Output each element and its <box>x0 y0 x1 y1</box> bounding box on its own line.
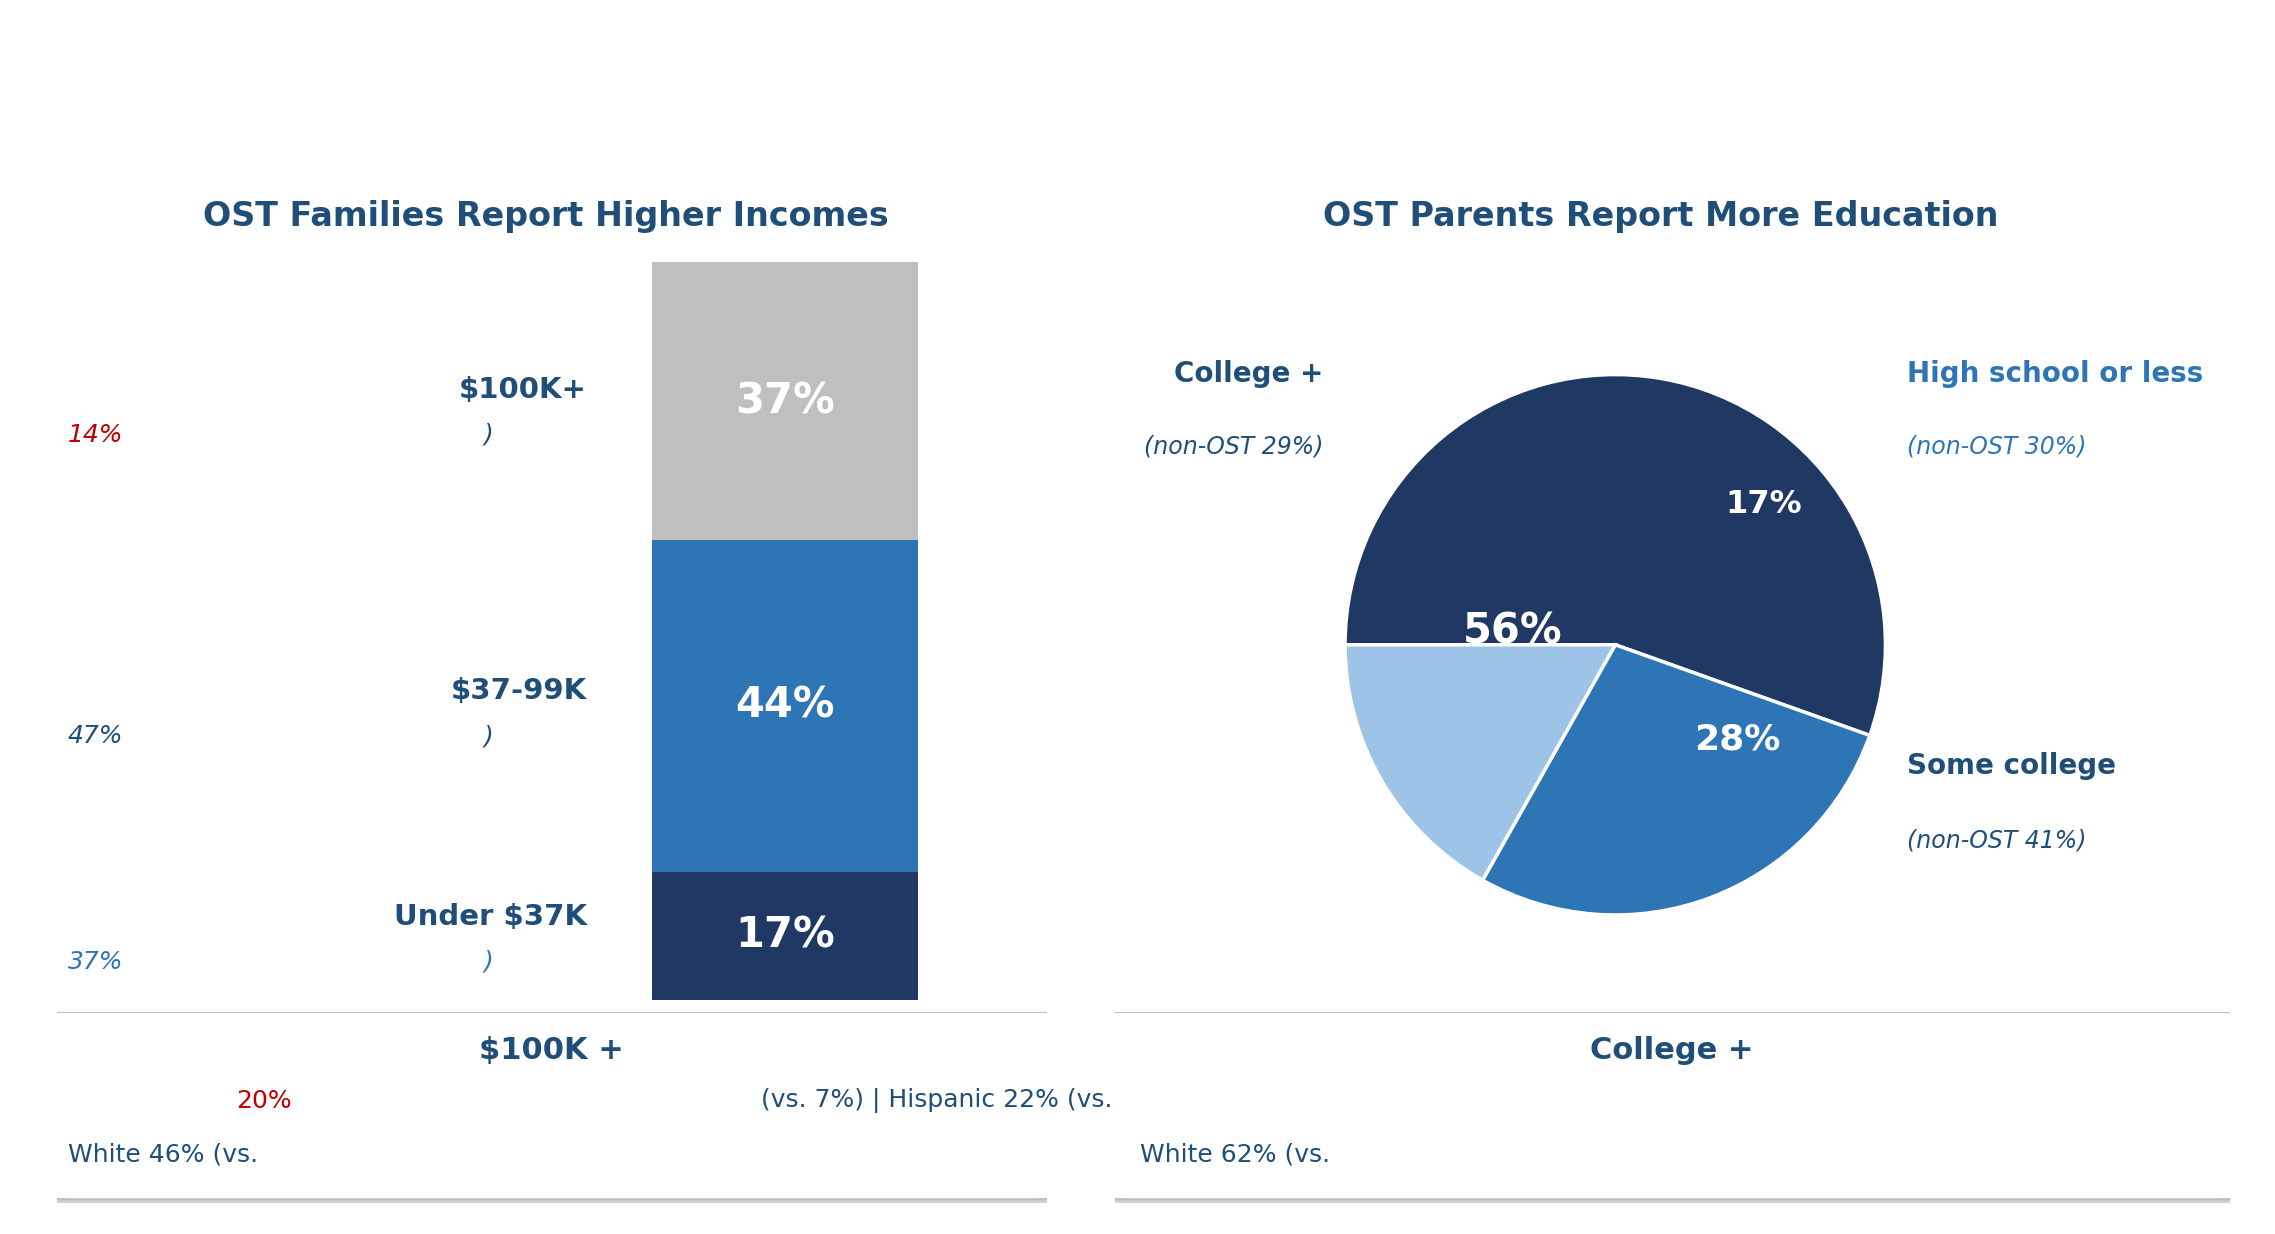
Text: (non-OST 29%): (non-OST 29%) <box>1144 434 1324 458</box>
Bar <box>653 871 919 1000</box>
Text: White 46% (vs.: White 46% (vs. <box>68 1143 266 1166</box>
Text: Regardless of Race or Ethnicity, OST Parents
Report a Higher Socioeconomic Statu: Regardless of Race or Ethnicity, OST Par… <box>400 27 1875 157</box>
Wedge shape <box>1345 375 1886 735</box>
Text: ): ) <box>485 724 494 748</box>
Text: 20%: 20% <box>237 1088 291 1113</box>
Text: High school or less: High school or less <box>1906 360 2202 387</box>
Text: $37-99K: $37-99K <box>450 677 587 705</box>
Text: 47%: 47% <box>68 724 123 748</box>
Text: 28%: 28% <box>1693 722 1779 756</box>
Text: OST Parents Report More Education: OST Parents Report More Education <box>1324 200 1997 233</box>
Text: 56%: 56% <box>1463 611 1563 653</box>
Bar <box>653 540 919 871</box>
FancyBboxPatch shape <box>1092 1012 2252 1199</box>
Text: College +: College + <box>1590 1035 1754 1065</box>
Text: (non-OST 41%): (non-OST 41%) <box>1906 828 2086 853</box>
Wedge shape <box>1483 644 1870 914</box>
Text: (non-OST 30%): (non-OST 30%) <box>1906 434 2086 458</box>
Text: OST Families Report Higher Incomes: OST Families Report Higher Incomes <box>202 200 890 233</box>
Text: ): ) <box>485 950 494 974</box>
Text: Some college: Some college <box>1906 752 2116 780</box>
Text: 17%: 17% <box>735 914 835 956</box>
Wedge shape <box>1345 644 1615 880</box>
Text: $100K+: $100K+ <box>460 376 587 404</box>
FancyBboxPatch shape <box>36 1012 1067 1199</box>
Text: College +: College + <box>1174 360 1324 387</box>
Text: 44%: 44% <box>735 685 835 727</box>
FancyBboxPatch shape <box>1097 1016 2252 1203</box>
Text: White 62% (vs.: White 62% (vs. <box>1140 1143 1338 1166</box>
Text: 37%: 37% <box>68 950 123 974</box>
Text: 37%: 37% <box>735 380 835 422</box>
Bar <box>653 262 919 540</box>
Text: (vs. 7%) | Hispanic 22% (vs.: (vs. 7%) | Hispanic 22% (vs. <box>753 1088 1119 1113</box>
Text: $100K +: $100K + <box>480 1035 623 1065</box>
FancyBboxPatch shape <box>41 1016 1067 1203</box>
Text: 18%: 18% <box>1870 1143 1927 1166</box>
Text: 17%: 17% <box>1724 489 1802 520</box>
Text: Under $37K: Under $37K <box>394 903 587 930</box>
Text: 14%: 14% <box>68 423 123 447</box>
Text: ): ) <box>485 423 494 447</box>
